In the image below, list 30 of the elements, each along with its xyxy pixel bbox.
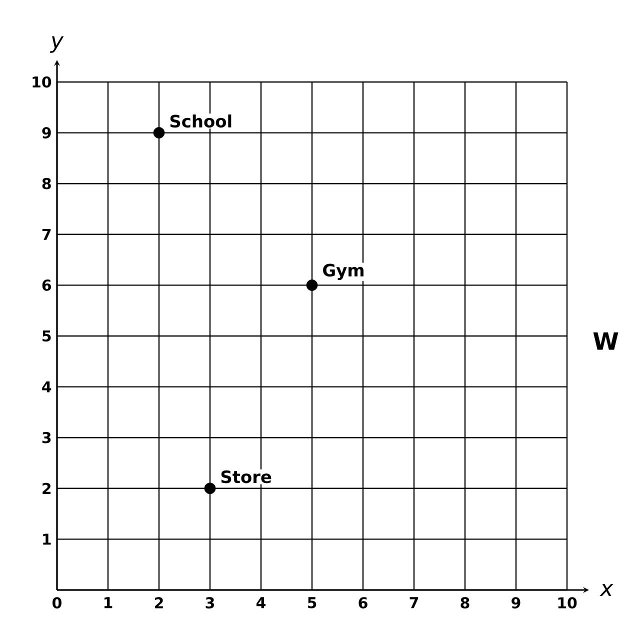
y-tick-label: 9: [42, 127, 51, 138]
y-tick-label: 10: [32, 76, 52, 88]
annotation: Gym: [323, 264, 364, 280]
annotation: School: [170, 114, 232, 128]
y-tick-label: 6: [42, 280, 52, 291]
x-axis-title: x: [600, 584, 614, 596]
x-tick-label: 1: [104, 597, 112, 608]
y-axis-title: y: [50, 36, 64, 53]
point: [204, 482, 216, 494]
x-tick-label: 7: [410, 597, 418, 608]
point: [153, 127, 165, 138]
x-tick-label: 3: [206, 597, 214, 608]
y-tick-label: 4: [42, 381, 52, 392]
y-tick-label: 1: [43, 534, 51, 545]
annotation: Store: [221, 470, 272, 484]
x-tick-label: 9: [512, 597, 520, 608]
x-tick-label: 10: [558, 597, 577, 608]
x-tick-label: 6: [358, 597, 368, 608]
y-tick-label: 2: [42, 482, 51, 494]
text: W: [593, 332, 618, 350]
y-tick-label: 8: [42, 178, 51, 190]
x-tick-label: 0: [52, 597, 62, 608]
y-tick-label: 5: [42, 330, 51, 342]
point: [306, 279, 318, 291]
x-tick-label: 4: [256, 597, 266, 608]
x-tick-label: 5: [308, 597, 316, 608]
x-tick-label: 2: [154, 597, 163, 608]
x-tick-label: 8: [460, 597, 470, 608]
y-tick-label: 3: [42, 432, 51, 444]
y-tick-label: 7: [42, 228, 51, 240]
